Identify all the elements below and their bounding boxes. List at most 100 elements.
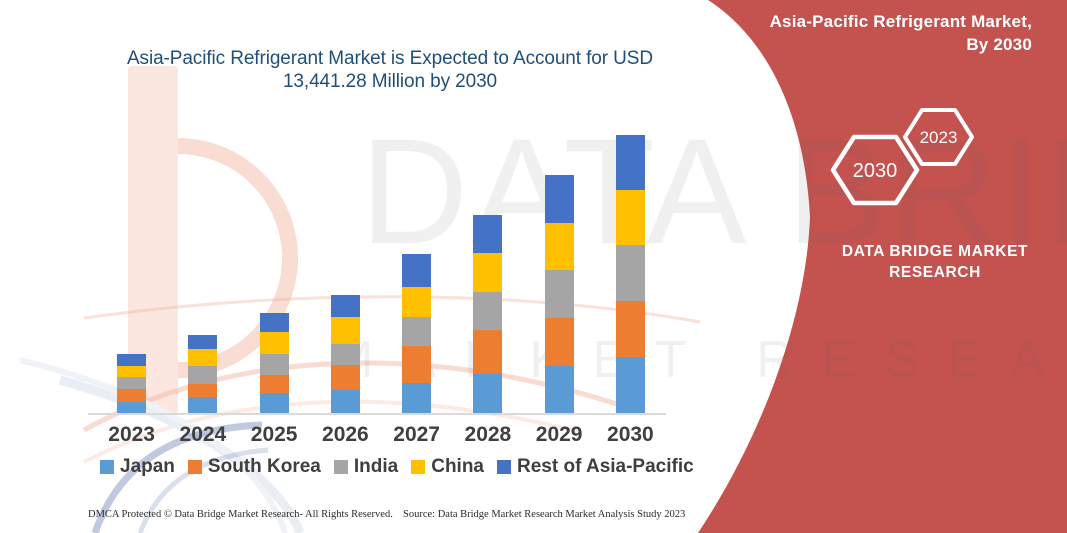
panel-title: Asia-Pacific Refrigerant Market, By 2030 — [770, 10, 1032, 56]
brand-name-line1: DATA BRIDGE MARKET — [841, 243, 1029, 260]
segment-china-2024 — [188, 349, 218, 366]
footer-source-note: Source: Data Bridge Market Research Mark… — [403, 509, 686, 520]
segment-south-korea-2025 — [259, 374, 289, 393]
bar-column-2024 — [167, 130, 238, 413]
segment-india-2023 — [117, 377, 147, 390]
segment-india-2024 — [188, 365, 218, 385]
brand-name-line2: RESEARCH — [889, 264, 981, 281]
hexagon-2030-label: 2030 — [853, 160, 898, 182]
bar-column-2028 — [452, 130, 523, 413]
bar-column-2023 — [96, 130, 167, 413]
segment-japan-2030 — [615, 357, 645, 413]
segment-south-korea-2028 — [473, 330, 503, 375]
hexagon-2023-label: 2023 — [920, 128, 958, 147]
stacked-bar-plot — [96, 130, 666, 413]
segment-rest-of-asia-pacific-2029 — [544, 175, 574, 224]
chart-title-line1: Asia-Pacific Refrigerant Market is Expec… — [126, 48, 653, 69]
bar-stack-2030 — [615, 135, 645, 413]
segment-japan-2025 — [259, 393, 289, 413]
bar-stack-2026 — [330, 294, 360, 413]
segment-india-2027 — [402, 317, 432, 347]
segment-south-korea-2023 — [117, 389, 147, 403]
x-label-2024: 2024 — [179, 423, 227, 446]
segment-rest-of-asia-pacific-2028 — [473, 215, 503, 254]
segment-china-2023 — [117, 365, 147, 378]
segment-japan-2028 — [473, 374, 503, 413]
segment-rest-of-asia-pacific-2026 — [330, 294, 360, 317]
segment-south-korea-2024 — [188, 384, 218, 398]
segment-japan-2023 — [117, 402, 147, 413]
x-axis-line — [88, 413, 666, 415]
legend-swatch-china — [411, 460, 426, 474]
legend-item-japan: Japan — [100, 456, 175, 478]
panel-title-line1: Asia-Pacific Refrigerant Market, — [769, 12, 1032, 31]
segment-rest-of-asia-pacific-2023 — [117, 353, 147, 366]
legend-item-india: India — [333, 456, 399, 478]
segment-japan-2024 — [188, 397, 218, 413]
red-curve-shape — [698, 0, 1067, 533]
bar-column-2029 — [524, 130, 595, 413]
segment-south-korea-2030 — [615, 301, 645, 357]
legend-swatch-rest-of-asia-pacific — [497, 460, 511, 474]
segment-south-korea-2027 — [402, 346, 432, 383]
bar-stack-2029 — [544, 175, 574, 413]
segment-india-2026 — [330, 343, 360, 366]
segment-rest-of-asia-pacific-2024 — [188, 334, 218, 350]
legend-label-china: China — [431, 456, 484, 477]
segment-rest-of-asia-pacific-2025 — [259, 313, 289, 333]
segment-india-2030 — [615, 245, 645, 301]
x-label-2023: 2023 — [108, 423, 155, 446]
x-label-2028: 2028 — [464, 423, 512, 446]
legend-label-rest-of-asia-pacific: Rest of Asia-Pacific — [517, 456, 694, 477]
segment-india-2025 — [259, 353, 289, 375]
legend-item-rest-of-asia-pacific: Rest of Asia-Pacific — [497, 456, 694, 478]
segment-china-2026 — [330, 316, 360, 344]
segment-china-2025 — [259, 332, 289, 354]
year-hexagons: 2030 2023 — [830, 108, 974, 206]
hexagon-2023-outline — [903, 108, 974, 166]
bar-column-2027 — [381, 130, 452, 413]
x-label-2025: 2025 — [250, 423, 298, 446]
segment-japan-2029 — [544, 366, 574, 413]
segment-south-korea-2029 — [544, 318, 574, 366]
segment-china-2030 — [615, 189, 645, 246]
x-label-2030: 2030 — [607, 423, 654, 446]
x-label-2027: 2027 — [393, 423, 440, 446]
bar-stack-2025 — [259, 313, 289, 413]
segment-south-korea-2026 — [330, 365, 360, 391]
x-label-2026: 2026 — [322, 423, 369, 446]
bar-column-2026 — [310, 130, 381, 413]
segment-china-2029 — [544, 223, 574, 271]
footer-dmca-notice: DMCA Protected © Data Bridge Market Rese… — [88, 509, 393, 520]
bar-stack-2024 — [188, 334, 218, 413]
segment-rest-of-asia-pacific-2030 — [615, 135, 645, 190]
legend-swatch-india — [333, 460, 348, 474]
x-label-2029: 2029 — [535, 423, 583, 446]
chart-title: Asia-Pacific Refrigerant Market is Expec… — [120, 47, 660, 93]
chart-legend: Japan South Korea India China Rest of Asia-P… — [100, 456, 700, 478]
panel-title-line2: By 2030 — [966, 35, 1032, 54]
x-axis-labels: 2023 2024 2025 2026 2027 2028 2029 2030 — [96, 423, 666, 447]
segment-japan-2026 — [330, 390, 360, 413]
legend-item-south-korea: South Korea — [187, 456, 321, 478]
legend-item-china: China — [411, 456, 484, 478]
legend-label-india: India — [353, 456, 399, 477]
bar-stack-2028 — [473, 215, 503, 413]
legend-swatch-japan — [100, 460, 114, 474]
segment-india-2029 — [544, 270, 574, 319]
segment-india-2028 — [473, 292, 503, 331]
legend-label-south-korea: South Korea — [207, 456, 321, 477]
bar-stack-2027 — [402, 253, 432, 413]
bar-column-2025 — [239, 130, 310, 413]
segment-china-2027 — [402, 287, 432, 318]
segment-rest-of-asia-pacific-2027 — [402, 253, 432, 288]
bar-stack-2023 — [117, 353, 147, 413]
bar-column-2030 — [595, 130, 666, 413]
chart-title-line2: 13,441.28 Million by 2030 — [282, 71, 498, 92]
segment-china-2028 — [473, 253, 503, 293]
legend-swatch-south-korea — [187, 460, 202, 474]
segment-japan-2027 — [402, 383, 432, 413]
legend-label-japan: Japan — [120, 456, 175, 477]
